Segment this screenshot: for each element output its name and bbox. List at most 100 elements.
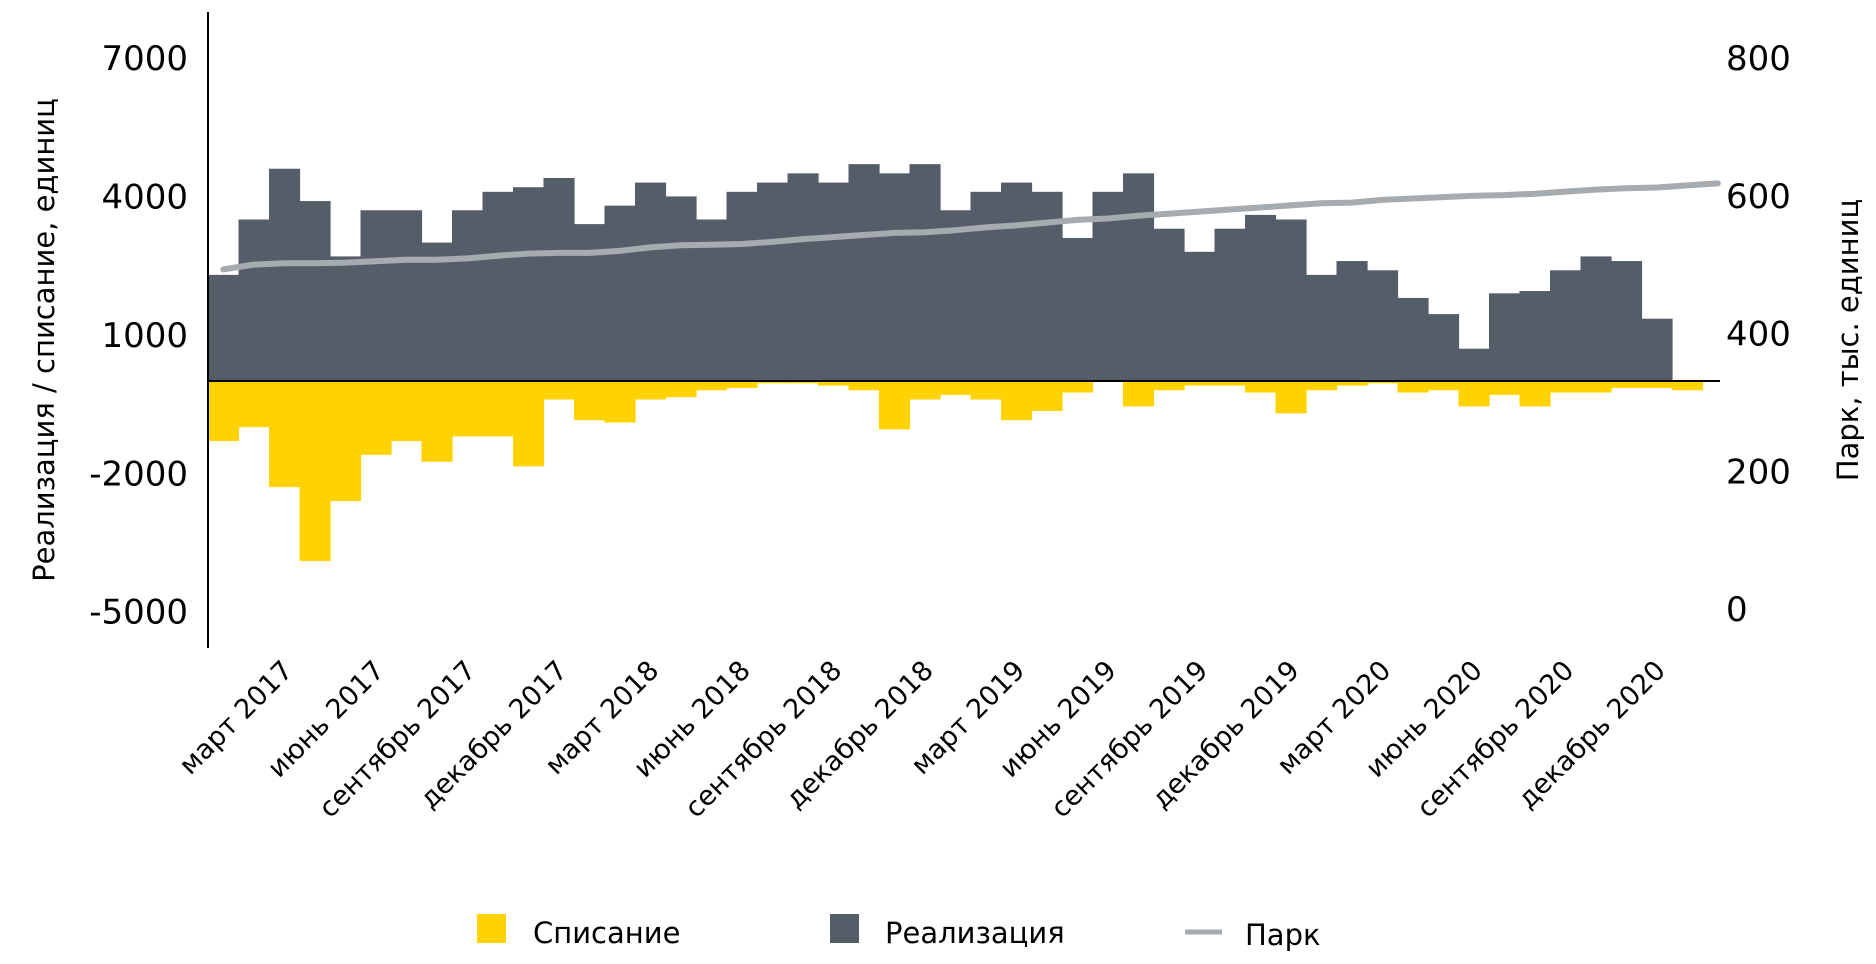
park-line-path	[220, 180, 1721, 273]
left-y-tick-label: 4000	[101, 177, 188, 217]
realization-bar	[1062, 237, 1094, 381]
realization-bar	[1458, 348, 1490, 381]
writeoff-bar	[360, 381, 392, 455]
realization-bar	[421, 242, 453, 381]
realization-bar	[1275, 219, 1307, 381]
left-y-axis-ticks: 7000 4000 1000 -2000 -5000	[89, 39, 188, 633]
realization-bar	[1489, 293, 1521, 381]
realization-bar	[1397, 297, 1429, 381]
realization-bar	[1580, 256, 1612, 381]
realization-bar	[1641, 318, 1673, 381]
legend-label-writeoff: Списание	[533, 916, 680, 950]
legend-item-park: Парк	[1185, 918, 1321, 952]
realization-bar	[1001, 182, 1033, 381]
right-y-tick-label: 400	[1726, 315, 1791, 355]
writeoff-bar	[1489, 381, 1521, 395]
legend-label-park: Парк	[1245, 918, 1321, 952]
writeoff-bar	[1458, 381, 1490, 407]
realization-bar	[360, 210, 392, 381]
realization-bar	[1153, 228, 1185, 381]
writeoff-bar	[452, 381, 484, 437]
realization-bar	[238, 219, 270, 381]
x-tick-label: сентябрь 2019	[1045, 655, 1214, 824]
writeoff-bar	[1580, 381, 1612, 393]
writeoff-bar	[1641, 381, 1673, 388]
left-y-tick-label: -2000	[89, 454, 188, 494]
realization-bar	[1550, 270, 1582, 381]
writeoff-bar	[1275, 381, 1307, 414]
writeoff-bar	[1611, 381, 1643, 388]
writeoff-bar	[909, 381, 941, 400]
realization-bar	[543, 177, 575, 381]
writeoff-bar	[1001, 381, 1033, 421]
writeoff-bar	[1031, 381, 1063, 411]
writeoff-bar	[1153, 381, 1185, 391]
writeoff-bar	[1428, 381, 1460, 391]
realization-bar	[818, 182, 850, 381]
writeoff-bar	[574, 381, 606, 421]
writeoff-bar	[757, 381, 789, 384]
realization-bar	[1306, 274, 1338, 381]
realization-bar	[1214, 228, 1246, 381]
realization-bar	[1336, 261, 1368, 381]
writeoff-bar	[269, 381, 301, 488]
writeoff-bar	[1184, 381, 1216, 386]
writeoff-bar	[543, 381, 575, 400]
realization-bar	[970, 191, 1002, 381]
writeoff-bar	[1336, 381, 1368, 386]
writeoff-bar	[330, 381, 362, 501]
writeoff-bar	[391, 381, 423, 441]
writeoff-bar	[421, 381, 453, 462]
writeoff-bar	[1214, 381, 1246, 386]
legend-swatch-realization	[830, 914, 859, 943]
realization-bar	[1611, 261, 1643, 381]
writeoff-bar	[1123, 381, 1155, 407]
writeoff-bar	[879, 381, 911, 430]
writeoff-bar	[1245, 381, 1277, 393]
realization-bar	[269, 168, 301, 381]
right-y-axis-ticks: 800 600 400 200 0	[1726, 39, 1791, 630]
realization-bar	[1184, 251, 1216, 381]
writeoff-bar	[726, 381, 758, 388]
left-y-tick-label: 7000	[101, 39, 188, 79]
realization-bar	[1428, 314, 1460, 381]
writeoff-bar	[513, 381, 545, 467]
writeoff-bar	[1367, 381, 1399, 384]
realization-bar	[574, 224, 606, 381]
realization-bar	[635, 182, 667, 381]
writeoff-bar	[1397, 381, 1429, 393]
x-tick-label: сентябрь 2020	[1411, 655, 1580, 824]
writeoff-bar	[208, 381, 240, 441]
writeoff-bar	[970, 381, 1002, 400]
writeoff-bar	[940, 381, 972, 395]
realization-bar	[757, 182, 789, 381]
right-y-tick-label: 800	[1726, 39, 1791, 79]
legend-item-realization: Реализация	[830, 914, 1065, 950]
realization-bars	[208, 164, 1673, 381]
legend: Списание Реализация Парк	[477, 914, 1321, 952]
realization-bar	[1245, 214, 1277, 381]
realization-bar	[665, 196, 697, 381]
writeoff-bar	[238, 381, 270, 428]
writeoff-bar	[665, 381, 697, 398]
writeoff-bar	[299, 381, 331, 561]
writeoff-bar	[848, 381, 880, 391]
writeoff-bar	[604, 381, 636, 423]
right-y-tick-label: 0	[1726, 590, 1748, 630]
realization-bar	[848, 164, 880, 381]
realization-bar	[1123, 173, 1155, 381]
realization-bar	[604, 205, 636, 381]
realization-bar	[330, 256, 362, 381]
realization-bar	[787, 173, 819, 381]
realization-bar	[909, 164, 941, 381]
realization-bar	[726, 191, 758, 381]
realization-bar	[299, 201, 331, 381]
legend-item-writeoff: Списание	[477, 914, 680, 950]
writeoff-bar	[696, 381, 728, 391]
writeoff-bar	[482, 381, 514, 437]
realization-bar	[208, 274, 240, 381]
x-tick-label: сентябрь 2018	[679, 655, 848, 824]
x-tick-label: сентябрь 2017	[313, 655, 482, 824]
